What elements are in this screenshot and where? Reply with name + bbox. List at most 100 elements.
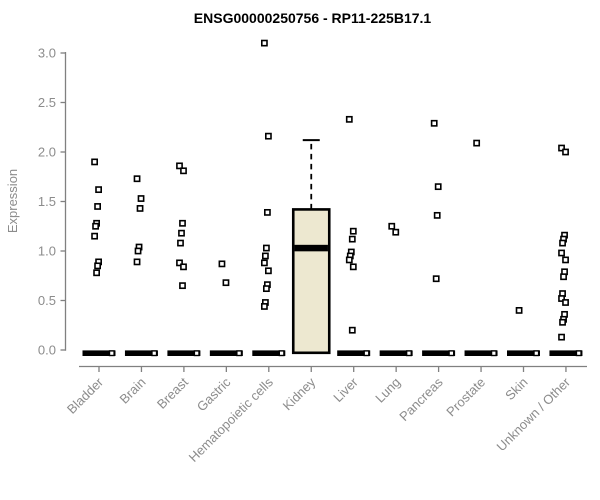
- collapsed-median-bar: [464, 350, 498, 356]
- data-point: [264, 132, 272, 140]
- zero-data-point: [278, 350, 285, 357]
- collapsed-median-bar: [82, 350, 116, 356]
- zero-data-point: [236, 350, 243, 357]
- zero-data-point: [108, 350, 115, 357]
- x-tick-label: Skin: [502, 375, 530, 403]
- data-point: [473, 139, 481, 147]
- x-tick-label: Prostate: [443, 375, 488, 420]
- y-tick-label: 1.0: [38, 244, 56, 259]
- x-tick-label: Unknown / Other: [493, 374, 573, 454]
- data-point: [95, 186, 102, 194]
- data-point: [559, 239, 566, 247]
- y-tick-label: 0.0: [38, 343, 56, 358]
- y-tick-label: 0.5: [38, 293, 56, 308]
- x-tick-label: Liver: [330, 374, 361, 405]
- zero-data-point: [405, 350, 412, 357]
- collapsed-median-bar: [379, 350, 413, 356]
- data-point: [348, 235, 356, 243]
- data-point: [264, 267, 272, 275]
- data-point: [133, 258, 141, 266]
- data-point: [388, 222, 396, 230]
- zero-data-point: [533, 350, 540, 357]
- data-point: [91, 232, 98, 240]
- y-tick-label: 1.5: [38, 194, 56, 209]
- x-tick-label: Gastric: [194, 374, 234, 414]
- data-point: [179, 219, 186, 227]
- zero-data-point: [575, 350, 582, 357]
- data-point: [179, 282, 186, 290]
- data-point: [433, 211, 441, 219]
- y-tick-label: 3.0: [38, 46, 56, 61]
- collapsed-median-bar: [422, 350, 456, 356]
- x-tick-label: Kidney: [280, 374, 319, 413]
- data-point: [136, 205, 144, 212]
- data-point: [180, 263, 187, 271]
- data-point: [218, 260, 226, 268]
- data-point: [222, 279, 230, 287]
- collapsed-median-bar: [337, 350, 371, 356]
- data-point: [91, 158, 98, 166]
- zero-data-point: [490, 350, 497, 357]
- data-point: [177, 239, 184, 247]
- chart-title: ENSG00000250756 - RP11-225B17.1: [193, 10, 432, 26]
- x-tick-label: Pancreas: [396, 374, 446, 424]
- data-point: [430, 119, 438, 127]
- zero-data-point: [193, 350, 200, 357]
- x-tick-label: Bladder: [64, 374, 107, 417]
- data-point: [348, 326, 356, 334]
- y-tick-label: 2.5: [38, 95, 56, 110]
- data-point: [176, 162, 183, 170]
- data-point: [180, 167, 187, 175]
- data-point: [93, 269, 100, 277]
- data-point: [133, 175, 141, 183]
- data-point: [262, 285, 270, 293]
- data-point: [263, 208, 271, 216]
- data-point: [94, 203, 101, 210]
- box-median-bar: [294, 244, 328, 252]
- data-point: [92, 222, 99, 230]
- data-point: [178, 229, 185, 237]
- collapsed-median-bar: [549, 350, 583, 356]
- data-point: [137, 195, 145, 202]
- y-axis-title: Expression: [5, 169, 20, 233]
- data-point: [261, 252, 269, 260]
- data-point: [558, 295, 565, 302]
- data-point: [260, 39, 268, 47]
- data-point: [260, 303, 268, 310]
- data-point: [345, 115, 353, 123]
- data-point: [558, 249, 565, 257]
- zero-data-point: [363, 350, 370, 357]
- x-tick-label: Brain: [116, 375, 148, 407]
- zero-data-point: [448, 350, 455, 357]
- collapsed-median-bar: [124, 350, 158, 356]
- data-point: [562, 148, 569, 156]
- data-point: [558, 333, 565, 341]
- collapsed-median-bar: [252, 350, 286, 356]
- data-point: [562, 299, 569, 306]
- collapsed-median-bar: [507, 350, 540, 356]
- data-point: [176, 259, 183, 267]
- data-point: [558, 144, 565, 152]
- data-point: [262, 244, 270, 252]
- data-point: [349, 263, 357, 271]
- data-point: [562, 256, 569, 264]
- data-point: [260, 259, 268, 267]
- zero-data-point: [151, 350, 158, 357]
- data-point: [392, 228, 400, 236]
- data-point: [94, 262, 101, 270]
- data-point: [134, 247, 142, 255]
- x-tick-label: Lung: [372, 375, 403, 406]
- data-point: [432, 275, 440, 283]
- x-tick-label: Hematopoietic cells: [186, 374, 277, 465]
- collapsed-median-bar: [209, 350, 243, 356]
- y-tick-label: 2.0: [38, 145, 56, 160]
- x-tick-label: Breast: [154, 374, 191, 411]
- data-point: [515, 306, 523, 314]
- data-point: [349, 227, 357, 235]
- data-point: [560, 273, 567, 281]
- data-point: [345, 256, 353, 264]
- data-point: [559, 318, 566, 326]
- collapsed-median-bar: [167, 350, 201, 356]
